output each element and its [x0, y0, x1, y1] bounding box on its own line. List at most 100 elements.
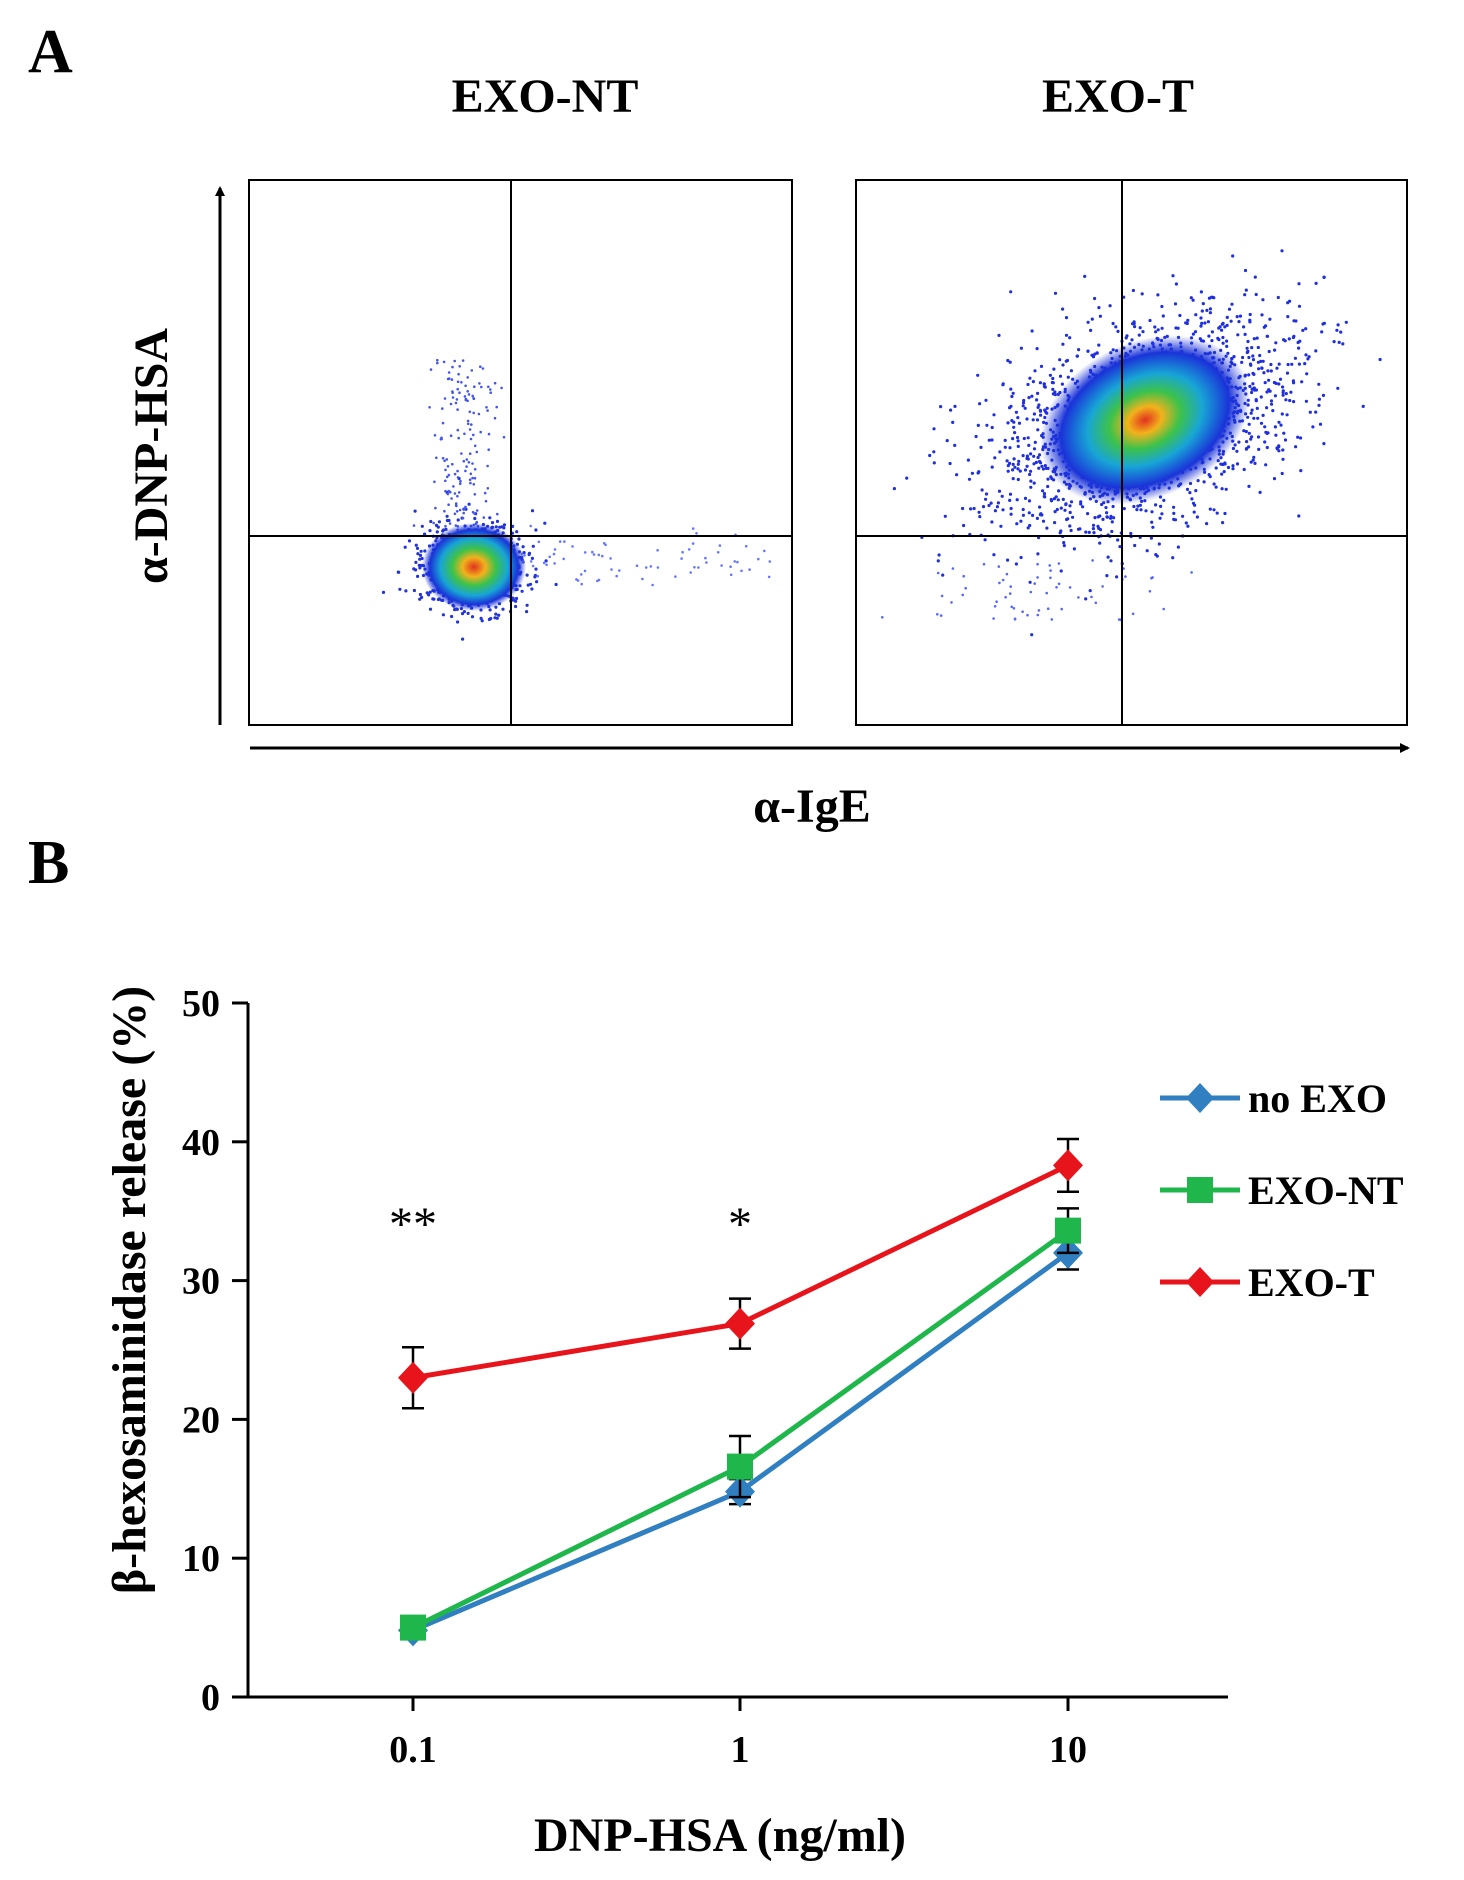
- event-dot: [943, 514, 947, 518]
- event-dot: [1251, 458, 1255, 462]
- event-dot: [1083, 274, 1087, 278]
- data-point: [1053, 1149, 1083, 1182]
- event-dot: [1229, 319, 1233, 323]
- event-dot: [953, 404, 957, 408]
- event-dot: [487, 385, 490, 389]
- event-dot: [1250, 346, 1254, 350]
- event-dot: [1220, 328, 1224, 332]
- series-exo-t: [398, 1137, 1083, 1410]
- event-dot: [1098, 528, 1103, 532]
- event-dot: [1344, 320, 1348, 324]
- event-dot: [1284, 392, 1288, 396]
- event-dot: [1247, 445, 1251, 449]
- event-dot: [1053, 291, 1058, 295]
- event-dot: [455, 510, 459, 513]
- x-tick-label: 10: [1049, 1729, 1087, 1771]
- event-dot: [1071, 515, 1075, 519]
- event-dot: [928, 453, 932, 458]
- event-dot: [977, 510, 981, 514]
- event-dot: [1256, 345, 1260, 350]
- event-dot: [460, 612, 465, 616]
- event-dot: [1297, 282, 1301, 286]
- event-dot: [1131, 288, 1135, 293]
- event-dot: [1098, 541, 1102, 545]
- event-dot: [649, 565, 653, 568]
- event-dot: [1281, 389, 1285, 393]
- event-dot: [552, 552, 556, 556]
- event-dot: [936, 559, 940, 563]
- event-dot: [1194, 313, 1198, 317]
- event-dot: [1220, 322, 1224, 326]
- event-dot: [453, 472, 457, 476]
- event-dot: [1144, 509, 1148, 513]
- event-dot: [418, 597, 422, 601]
- event-dot: [1291, 379, 1295, 383]
- event-dot: [1249, 437, 1253, 441]
- event-dot: [446, 465, 450, 468]
- density-core: [1039, 335, 1251, 505]
- event-dot: [571, 545, 574, 548]
- event-dot: [1237, 320, 1241, 324]
- event-dot: [1057, 489, 1061, 493]
- x-tick-label: 0.1: [389, 1729, 437, 1771]
- event-dot: [1251, 354, 1255, 358]
- event-dot: [446, 492, 450, 496]
- event-dot: [1111, 504, 1115, 509]
- event-dot: [1235, 449, 1239, 453]
- event-dot: [1094, 601, 1098, 605]
- event-dot: [1212, 482, 1216, 486]
- event-dot: [1174, 282, 1178, 286]
- event-dot: [1280, 471, 1284, 476]
- legend-label: no EXO: [1248, 1076, 1387, 1121]
- event-dot: [1018, 469, 1022, 473]
- event-dot: [473, 385, 476, 389]
- event-dot: [1101, 585, 1104, 588]
- event-dot: [1280, 249, 1284, 253]
- event-dot: [1132, 320, 1136, 324]
- event-dot: [515, 530, 519, 534]
- event-dot: [1058, 374, 1063, 378]
- event-dot: [905, 476, 909, 480]
- event-dot: [1247, 355, 1251, 360]
- event-dot: [1184, 521, 1188, 525]
- event-dot: [452, 485, 455, 488]
- event-dot: [1011, 391, 1015, 395]
- event-dot: [932, 461, 936, 465]
- event-dot: [479, 365, 482, 369]
- event-dot: [1247, 484, 1251, 488]
- event-dot: [601, 554, 604, 558]
- event-dot: [993, 509, 998, 513]
- event-dot: [1242, 467, 1246, 472]
- event-dot: [729, 565, 732, 568]
- event-dot: [977, 470, 981, 474]
- event-dot: [704, 556, 707, 560]
- event-dot: [404, 589, 408, 593]
- event-dot: [1096, 515, 1100, 519]
- event-dot: [525, 573, 529, 577]
- event-dot: [1028, 523, 1032, 528]
- event-dot: [1084, 530, 1088, 534]
- event-dot: [445, 514, 449, 518]
- event-dot: [997, 565, 1001, 568]
- event-dot: [1159, 504, 1163, 508]
- event-dot: [445, 475, 449, 479]
- panel-b-y-axis-label: β-hexosaminidase release (%): [103, 986, 156, 1594]
- event-dot: [534, 528, 538, 532]
- event-dot: [1261, 413, 1265, 417]
- event-dot: [651, 583, 654, 587]
- event-dot: [1274, 341, 1278, 345]
- event-dot: [744, 544, 748, 548]
- event-dot: [462, 610, 466, 614]
- event-dot: [680, 557, 683, 560]
- event-dot: [985, 423, 989, 427]
- event-dot: [1267, 378, 1271, 382]
- event-dot: [962, 523, 966, 528]
- event-dot: [1110, 529, 1114, 534]
- event-dot: [1260, 313, 1264, 317]
- y-tick-label: 40: [182, 1122, 220, 1164]
- event-dot: [987, 503, 991, 508]
- event-dot: [1184, 321, 1188, 325]
- significance-marker: *: [728, 1198, 752, 1251]
- legend-item: EXO-T: [1160, 1260, 1375, 1305]
- event-dot: [531, 544, 535, 548]
